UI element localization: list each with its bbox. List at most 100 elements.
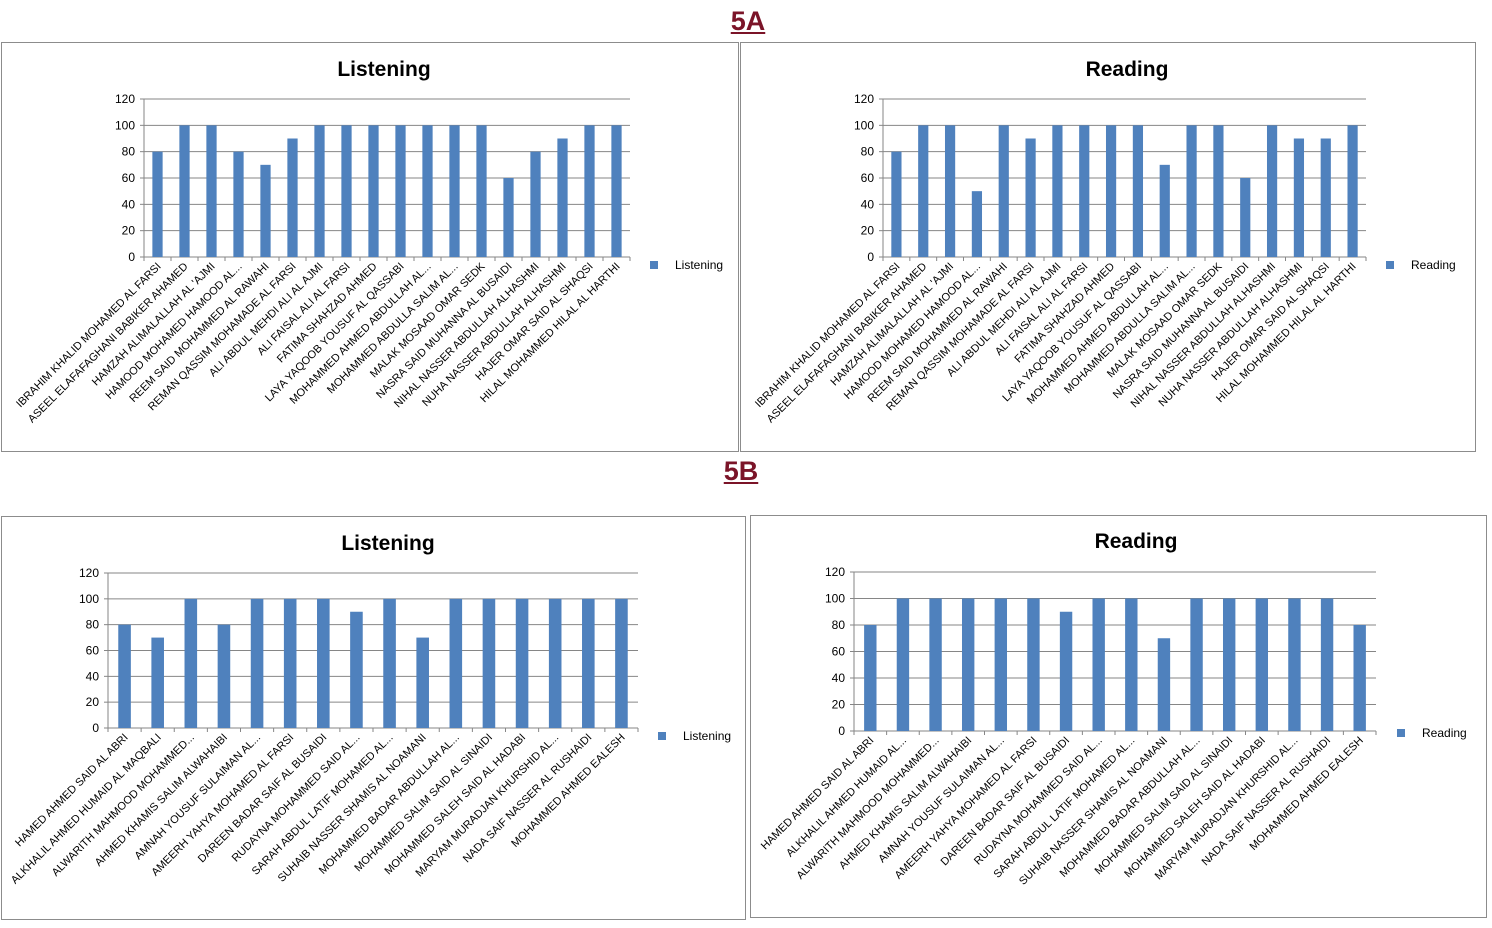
bar-ahmed-khamis-salim-alwahaibi	[217, 624, 231, 728]
y-tick-label: 120	[79, 566, 99, 580]
bar-mohammed-salim-said-al-sinaidi	[482, 598, 496, 728]
y-tick-label: 80	[122, 145, 136, 159]
y-tick-label: 100	[854, 118, 874, 132]
bar-mohammed-ahmed-ealesh	[1353, 625, 1366, 731]
y-tick-label: 80	[861, 145, 875, 159]
legend-label: Listening	[675, 258, 723, 272]
bar-hilal-mohammed-hilal-al-harthi	[1347, 125, 1358, 257]
bar-rudayna-mohammed-said-al	[350, 611, 363, 728]
bar-hamood-mohamed-hamood-al	[971, 191, 983, 257]
y-tick-label: 100	[115, 118, 135, 132]
y-tick-label: 20	[86, 695, 100, 709]
bar-sarah-abdul-latif-mohamed-al	[383, 598, 396, 728]
bar-sarah-abdul-latif-mohamed-al	[1125, 598, 1138, 731]
chart-panel-5a-listening: Listening 0 20 40 60 80 100 120 IBRAHIM KHALID M…	[1, 42, 739, 452]
legend-label: Reading	[1422, 726, 1467, 740]
y-tick-label: 120	[854, 92, 874, 106]
chart-panel-5a-reading: Reading 0 20 40 60 80 100 120 IBRAHIM KHALID MOH…	[740, 42, 1476, 452]
y-tick-label: 0	[128, 250, 135, 264]
bar-rudayna-mohammed-said-al	[1092, 598, 1105, 731]
section-title-5b: 5B	[723, 456, 759, 486]
section-title-5a: 5A	[730, 6, 766, 36]
bar-alkhalil-ahmed-humaid-al-maqbali	[151, 637, 164, 728]
bar-hamed-ahmed-said-al-abri	[118, 624, 131, 728]
bar-alkhalil-ahmed-humaid-al	[896, 598, 910, 731]
bar-mohammed-ahmed-ealesh	[615, 598, 628, 728]
y-tick-label: 40	[86, 669, 100, 683]
bar-alwarith-mahmood-mohammed	[929, 598, 942, 731]
chart-title: Reading	[1095, 530, 1178, 553]
bar-mohammed-abdulla-salim-al	[449, 125, 460, 257]
bar-mohammed-abdulla-salim-al	[1186, 125, 1197, 257]
bar-suhaib-nasser-shamis-al-noamani	[416, 637, 429, 728]
legend-swatch	[1397, 729, 1405, 737]
bar-suhaib-nasser-shamis-al-noamani	[1157, 638, 1171, 731]
bar-amnah-yousuf-sulaiman-al	[994, 598, 1008, 731]
bar-malak-mosaad-omar-sedk	[476, 125, 487, 257]
y-tick-label: 20	[861, 224, 875, 238]
bar-hamood-mohamed-hamood-al	[233, 151, 244, 257]
y-tick-label: 100	[825, 592, 845, 606]
x-tick-label: ALKHALIL AHMED HUMAID AL...	[784, 735, 909, 860]
bar-dareen-badar-saif-al-busaidi	[1059, 611, 1073, 731]
y-tick-label: 60	[861, 171, 875, 185]
y-tick-label: 40	[122, 197, 136, 211]
bar-ali-faisal-ali-al-farsi	[341, 125, 352, 257]
bar-mohammed-saleh-said-al-hadabi	[515, 598, 529, 728]
bar-ameerh-yahya-mohamed-al-farsi	[1027, 598, 1040, 731]
bar-mohammed-badar-abdullah-al	[449, 598, 463, 728]
y-tick-label: 40	[832, 671, 846, 685]
legend-swatch	[658, 732, 666, 740]
bar-ali-faisal-ali-al-farsi	[1079, 125, 1090, 257]
bar-nada-saif-nasser-al-rushaidi	[1320, 598, 1334, 731]
y-tick-label: 120	[825, 565, 845, 579]
chart-panel-5b-listening: Listening 0 20 40 60 80 100 120 HAMED AHMED SAID…	[1, 516, 746, 920]
bar-amnah-yousuf-sulaiman-al	[250, 598, 264, 728]
chart-panel-5b-reading: Reading 0 20 40 60 80 100 120 HAMED AHMED SAID A…	[750, 515, 1487, 918]
bar-laya-yaqoob-yousuf-al-qassabi	[1132, 125, 1144, 257]
y-tick-label: 20	[122, 224, 136, 238]
bar-ali-abdul-mehdi-ali-al-ajmi	[1052, 125, 1063, 257]
y-tick-label: 80	[86, 618, 100, 632]
bar-ibrahim-khalid-mohamed-al-farsi	[891, 151, 902, 257]
bar-aseel-elafafaghani-babiker-ahamed	[179, 125, 190, 257]
bar-nuha-nasser-abdullah-alhashmi	[1293, 138, 1305, 257]
bar-laya-yaqoob-yousuf-al-qassabi	[395, 125, 406, 257]
legend-swatch	[1386, 261, 1394, 269]
bar-nihal-nasser-abdullah-alhashmi	[530, 151, 541, 257]
bar-fatima-shahzad-ahmed	[1105, 125, 1117, 257]
y-tick-label: 0	[92, 721, 99, 735]
bar-nasra-said-muhanna-al-busaidi	[1240, 178, 1251, 257]
bar-malak-mosaad-omar-sedk	[1213, 125, 1224, 257]
bar-reman-qassim-mohamade-al-farsi	[287, 138, 298, 257]
bar-hamzah-alimalallah-al-ajmi	[206, 125, 217, 257]
y-tick-label: 120	[115, 92, 135, 106]
legend-label: Listening	[683, 729, 731, 743]
y-tick-label: 40	[861, 197, 875, 211]
bar-fatima-shahzad-ahmed	[368, 125, 379, 257]
x-tick-label: ALKHALIL AHMED HUMAID AL MAQBALI	[9, 732, 164, 887]
bar-nihal-nasser-abdullah-alhashmi	[1266, 125, 1278, 257]
y-tick-label: 80	[832, 618, 846, 632]
bar-nuha-nasser-abdullah-alhashmi	[557, 138, 568, 257]
chart-5b-reading: Reading 0 20 40 60 80 100 120 HAMED AHMED SAID A…	[759, 530, 1467, 888]
bar-reem-said-mohammed-al-rawahi	[998, 125, 1009, 257]
bar-ahmed-khamis-salim-alwahaibi	[961, 598, 975, 731]
bar-maryam-muradjan-khurshid-al	[548, 598, 562, 728]
y-tick-label: 60	[122, 171, 136, 185]
x-tick-label: HAMED AHMED SAID AL ABRI	[759, 735, 877, 853]
bar-alwarith-mahmood-mohammed	[184, 598, 198, 728]
bar-hilal-mohammed-hilal-al-harthi	[611, 125, 622, 257]
bar-hajer-omar-said-al-shaqsi	[584, 125, 595, 257]
legend-swatch	[650, 261, 658, 269]
y-tick-label: 0	[838, 724, 845, 738]
bar-mohammed-salim-said-al-sinaidi	[1222, 598, 1236, 731]
y-tick-label: 0	[867, 250, 874, 264]
bar-reem-said-mohammed-al-rawahi	[260, 164, 271, 257]
bar-reman-qassim-mohamade-al-farsi	[1025, 138, 1036, 257]
y-tick-label: 100	[79, 592, 99, 606]
bar-ibrahim-khalid-mohamed-al-farsi	[152, 151, 163, 257]
